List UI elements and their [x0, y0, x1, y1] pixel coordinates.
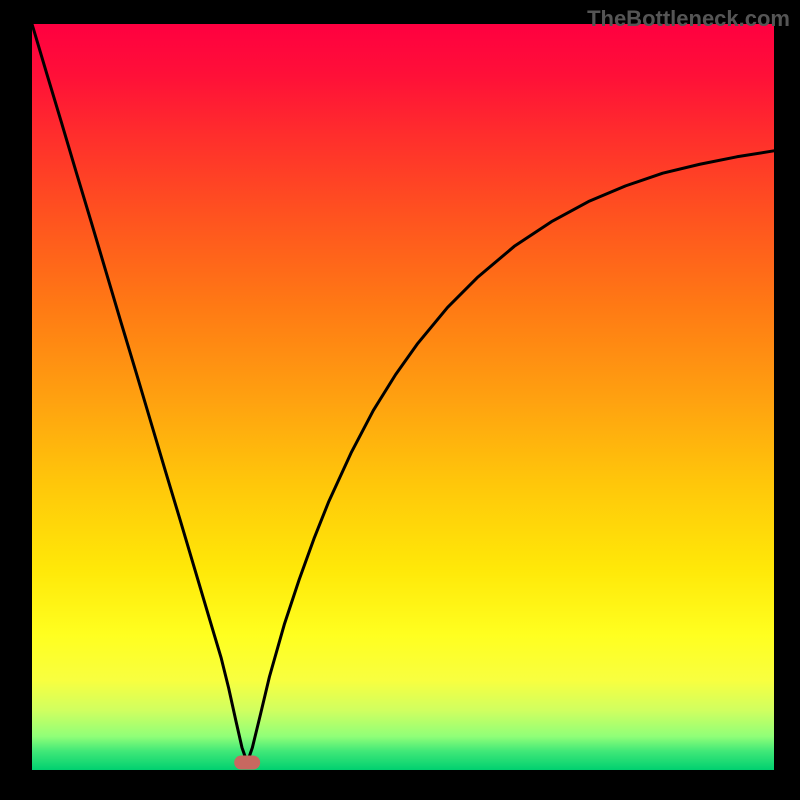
chart-container: TheBottleneck.com	[0, 0, 800, 800]
watermark-text: TheBottleneck.com	[587, 6, 790, 32]
bottleneck-chart	[0, 0, 800, 800]
minimum-marker	[234, 756, 260, 770]
